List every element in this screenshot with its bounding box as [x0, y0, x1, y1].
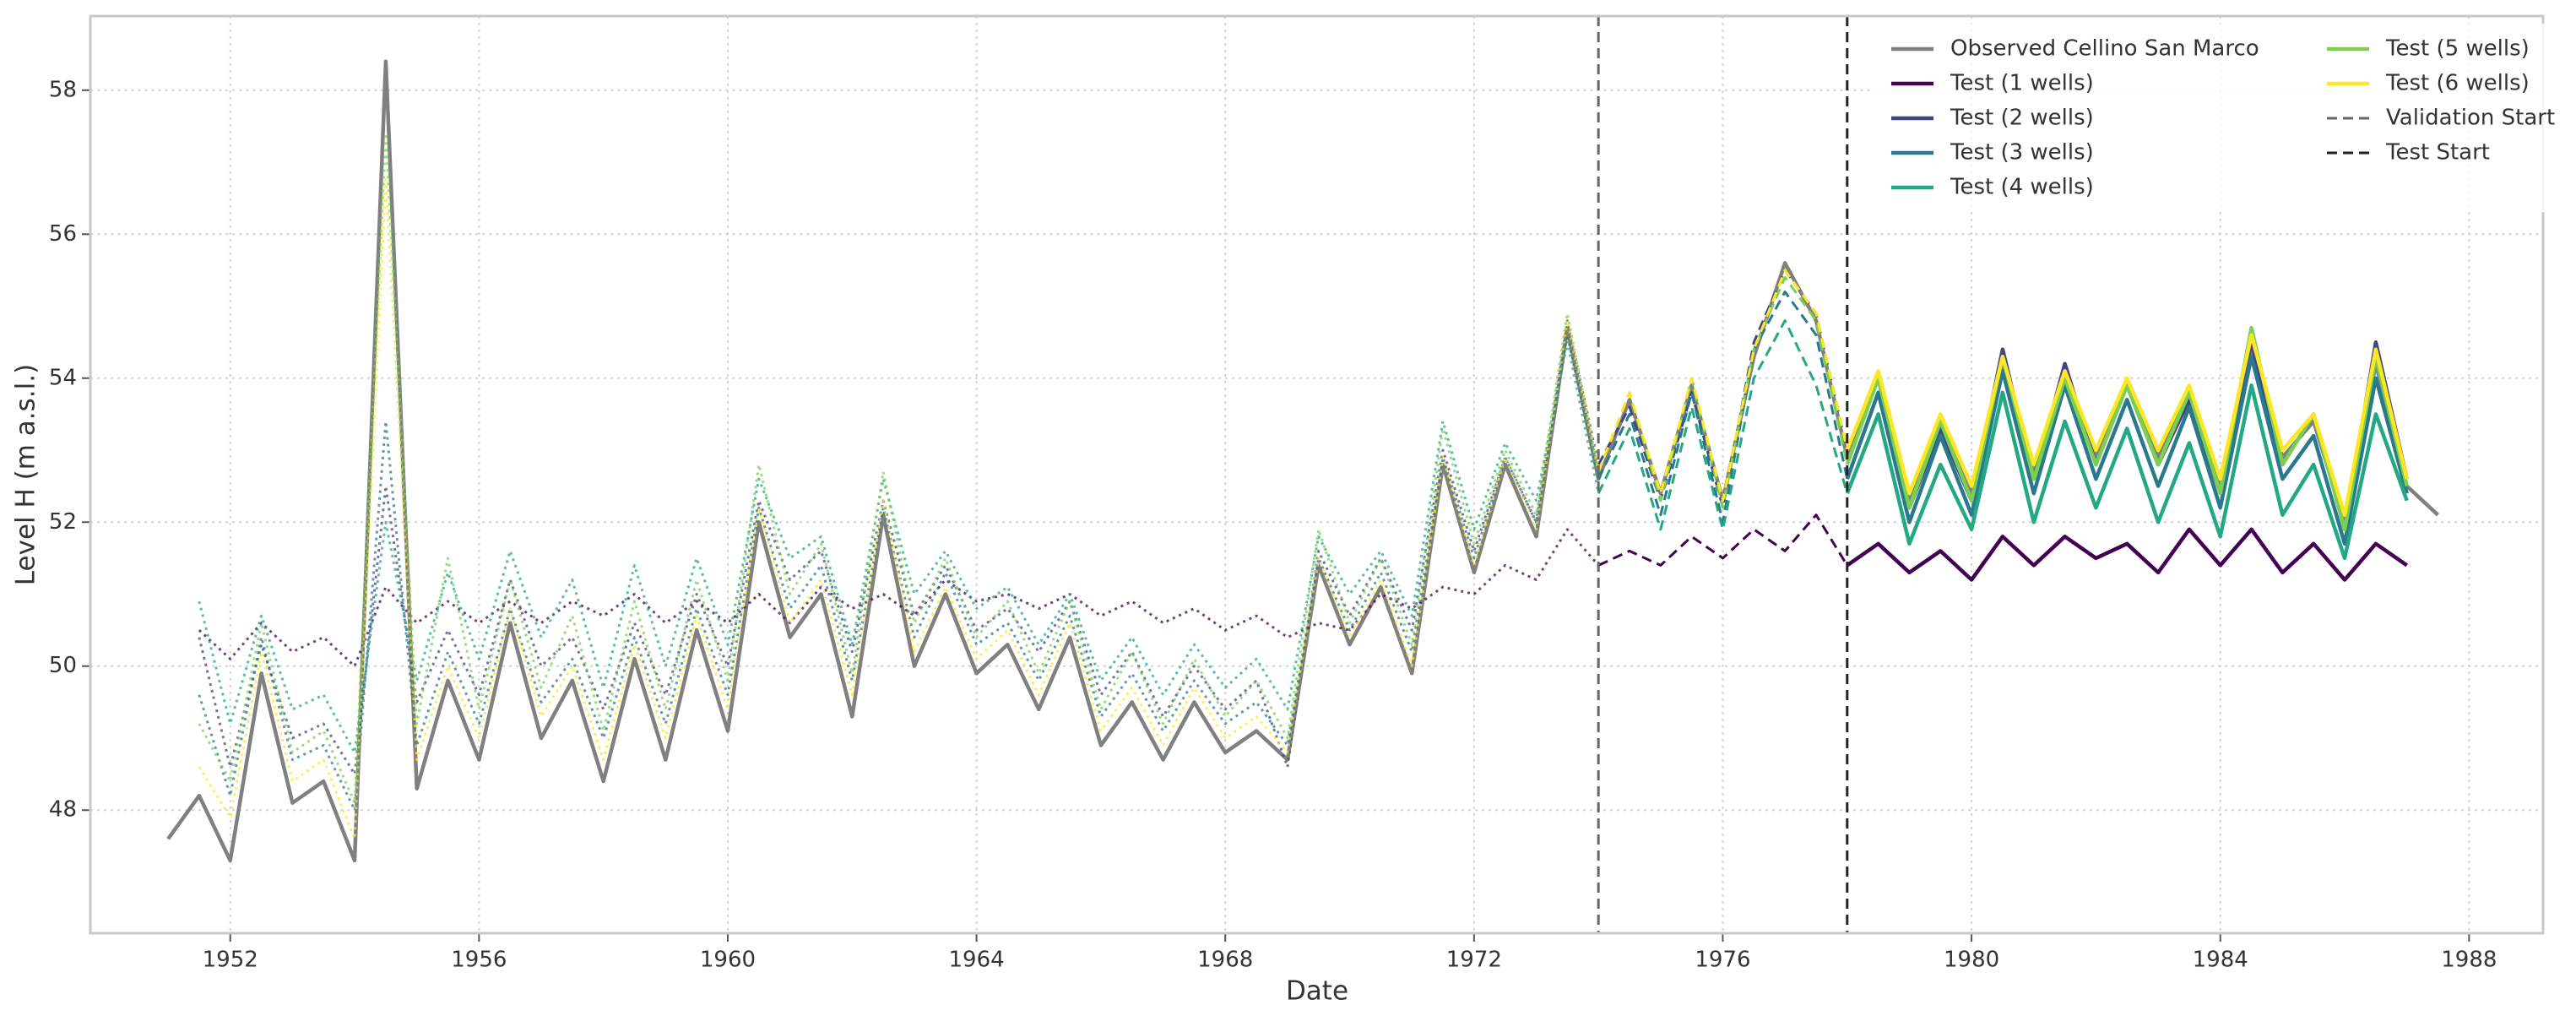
- x-tick-label: 1952: [203, 948, 258, 973]
- series-line: [198, 340, 1600, 754]
- legend: Observed Cellino San Marco Test (1 wells)…: [1873, 24, 2555, 212]
- x-tick-label: 1988: [2441, 948, 2497, 973]
- legend-label: Test (4 wells): [1950, 175, 2094, 200]
- series-line: [1597, 291, 1849, 524]
- y-tick-label: 48: [49, 797, 77, 823]
- y-tick-label: 54: [49, 365, 77, 390]
- axes: 1952 1956 1960 1964 1968 1972 1976 1980 1984 1988…: [49, 14, 2545, 973]
- series-line: [1846, 527, 2408, 582]
- x-tick-label: 1984: [2193, 948, 2248, 973]
- x-tick-label: 1960: [700, 948, 756, 973]
- x-tick-label: 1976: [1695, 948, 1750, 973]
- y-tick-label: 56: [49, 221, 77, 247]
- series-line: [1597, 319, 1849, 531]
- x-tick-label: 1980: [1944, 948, 1999, 973]
- legend-box: [1873, 24, 2548, 212]
- series-line: [1845, 333, 2409, 517]
- x-tick-label: 1956: [451, 948, 507, 973]
- legend-label: Test (5 wells): [2385, 36, 2530, 62]
- legend-label: Test Start: [2385, 140, 2490, 166]
- plot-frame: [89, 14, 2545, 935]
- y-tick-label: 50: [49, 653, 77, 678]
- series-line: [1845, 383, 2409, 561]
- x-tick-label: 1964: [949, 948, 1005, 973]
- plot-lines: [166, 16, 2440, 933]
- y-tick-label: 52: [49, 509, 77, 535]
- legend-label: Observed Cellino San Marco: [1950, 36, 2259, 62]
- legend-label: Test (1 wells): [1950, 71, 2094, 96]
- series-line: [1597, 513, 1849, 567]
- series-line: [198, 528, 1600, 668]
- legend-label: Test (3 wells): [1950, 140, 2094, 166]
- legend-label: Test (2 wells): [1950, 106, 2094, 131]
- series-line: [1597, 269, 1849, 503]
- series-line: [1597, 275, 1849, 509]
- y-axis-label: Level H (m a.s.l.): [11, 364, 41, 585]
- legend-label: Validation Start: [2386, 106, 2555, 131]
- y-tick-label: 58: [49, 77, 77, 102]
- x-axis-label: Date: [1286, 976, 1348, 1007]
- series-line: [1845, 354, 2409, 546]
- grid: [90, 16, 2543, 933]
- x-tick-label: 1972: [1446, 948, 1502, 973]
- x-tick-label: 1968: [1197, 948, 1253, 973]
- legend-label: Test (6 wells): [2385, 71, 2530, 96]
